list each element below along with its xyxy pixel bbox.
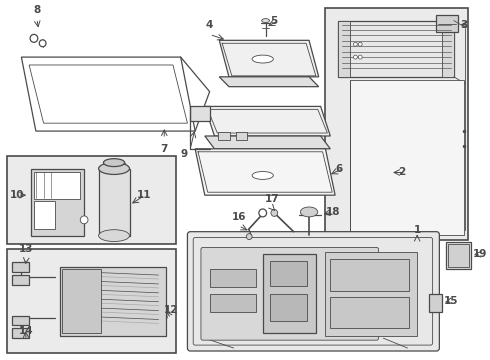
Bar [103,163,124,168]
Ellipse shape [262,19,270,23]
Text: 10: 10 [10,190,24,200]
Circle shape [358,55,362,59]
Text: 17: 17 [265,194,280,204]
Bar [60,267,166,336]
Bar [330,259,410,291]
Circle shape [353,55,357,59]
Polygon shape [205,107,330,136]
Bar [12,275,29,285]
Ellipse shape [98,230,129,242]
Bar [263,255,316,333]
Ellipse shape [300,207,318,217]
Text: 3: 3 [461,19,468,30]
Polygon shape [338,21,454,77]
Text: 9: 9 [180,149,187,159]
Ellipse shape [252,171,273,179]
Bar [270,294,307,321]
Bar [270,261,307,286]
Circle shape [80,216,88,224]
Text: 19: 19 [473,249,488,259]
Text: 15: 15 [444,296,459,306]
Bar [12,262,29,272]
Text: 4: 4 [206,21,213,31]
Bar [446,242,471,269]
Bar [448,243,469,267]
Polygon shape [29,65,188,123]
Text: 5: 5 [270,15,278,26]
Bar [369,166,390,179]
Bar [325,8,468,239]
Text: 16: 16 [231,212,246,222]
Bar [210,269,256,287]
Bar [210,294,256,311]
Bar [7,249,176,353]
Polygon shape [220,40,318,77]
FancyBboxPatch shape [201,247,379,340]
Bar [12,315,29,325]
Bar [330,297,410,328]
Bar [34,201,55,229]
Circle shape [259,209,267,217]
Polygon shape [442,21,454,77]
Bar [31,168,84,235]
Polygon shape [338,21,349,77]
Bar [236,132,247,140]
Bar [7,156,176,244]
Circle shape [353,42,357,46]
Text: 11: 11 [137,190,152,200]
Bar [62,269,100,333]
FancyBboxPatch shape [188,232,440,351]
Polygon shape [190,107,210,121]
Polygon shape [437,15,458,32]
Text: 2: 2 [398,167,405,177]
Polygon shape [195,149,335,195]
Ellipse shape [252,55,273,63]
Circle shape [246,234,252,239]
Polygon shape [349,80,464,235]
Text: 13: 13 [19,244,33,255]
Bar [98,168,129,235]
Circle shape [358,42,362,46]
Circle shape [271,210,278,216]
Bar [381,167,388,177]
Text: 6: 6 [335,163,343,174]
Text: 14: 14 [19,326,33,336]
Bar [34,171,80,199]
Bar [370,167,379,177]
Circle shape [30,35,38,42]
Bar [429,294,442,311]
Polygon shape [22,57,195,131]
Text: 12: 12 [164,305,178,315]
Text: 7: 7 [161,144,168,154]
Text: 18: 18 [325,207,340,217]
Bar [325,252,417,336]
Circle shape [39,40,46,47]
Bar [12,328,29,338]
Ellipse shape [103,159,124,167]
Bar [219,132,230,140]
Text: 1: 1 [414,225,421,235]
Ellipse shape [98,163,129,175]
Polygon shape [205,136,330,149]
Polygon shape [220,77,318,87]
Text: 8: 8 [33,5,41,15]
